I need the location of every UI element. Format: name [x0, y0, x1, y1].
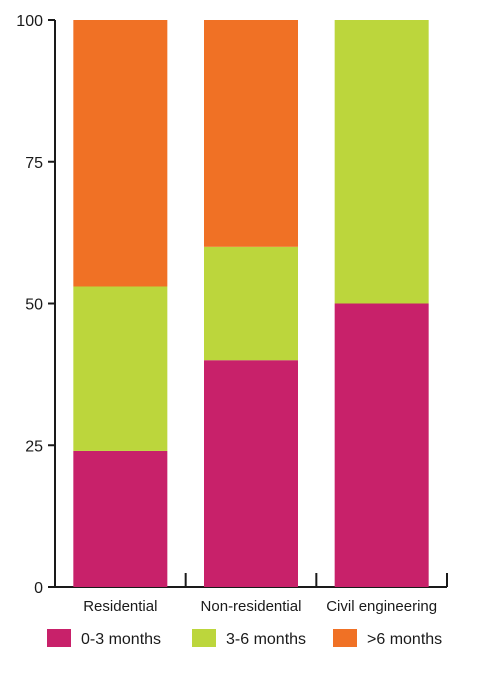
- legend-label: 0-3 months: [81, 631, 161, 648]
- legend-swatch: [333, 629, 357, 647]
- bar-segment: [73, 286, 168, 451]
- y-tick-label: 0: [34, 580, 43, 597]
- legend-label: >6 months: [367, 631, 442, 648]
- bar-segment: [334, 20, 429, 304]
- y-tick-label: 50: [25, 297, 43, 314]
- legend-swatch: [47, 629, 71, 647]
- bar-segment: [204, 360, 298, 587]
- y-tick-label: 25: [25, 438, 43, 455]
- category-label: Non-residential: [201, 598, 302, 615]
- legend-swatch: [192, 629, 216, 647]
- y-tick-label: 75: [25, 155, 43, 172]
- category-label: Civil engineering: [326, 598, 437, 615]
- bar-segment: [204, 246, 298, 361]
- y-tick-label: 100: [16, 13, 43, 30]
- bar-segment: [73, 450, 168, 587]
- bar-segment: [204, 20, 298, 247]
- bar-segment: [334, 303, 429, 587]
- category-label: Residential: [83, 598, 157, 615]
- y-ticks: 0 25 50 75 100: [16, 13, 55, 597]
- bars: [73, 20, 429, 587]
- bar-segment: [73, 20, 168, 287]
- category-labels: Residential Non-residential Civil engineer…: [83, 598, 437, 615]
- legend-label: 3-6 months: [226, 631, 306, 648]
- legend: 0-3 months 3-6 months >6 months: [47, 629, 442, 648]
- x-ticks: [184, 573, 448, 587]
